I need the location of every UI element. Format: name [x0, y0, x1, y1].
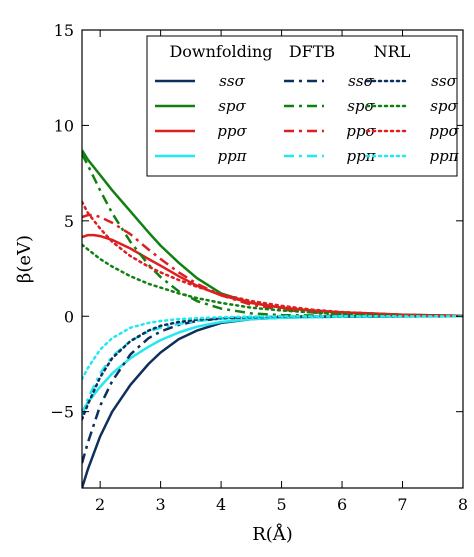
x-axis-label: R(Å): [252, 523, 293, 545]
x-tick-label: 7: [397, 495, 407, 514]
axis-ticks: 2 3 4 5 6 7 8 −5 0 5 10 15: [50, 21, 468, 514]
y-axis-label: β(eV): [14, 235, 35, 283]
legend-entry-label: ppπ: [429, 147, 459, 165]
series-line-dftb-6: [82, 213, 463, 318]
legend-entry-label: ssσ: [348, 72, 374, 90]
x-tick-label: 8: [458, 495, 468, 514]
series-line-nrl-8: [82, 315, 463, 421]
series-line-downfolding-2: [82, 233, 463, 318]
y-tick-label: 5: [64, 212, 74, 231]
legend-entry-label: ppσ: [217, 122, 247, 140]
x-tick-label: 6: [337, 495, 347, 514]
series-line-nrl-10: [82, 200, 463, 318]
series-line-dftb-4: [82, 315, 463, 464]
legend-entry-label: ssσ: [219, 72, 245, 90]
plot-frame: [81, 29, 464, 489]
y-tick-label: 15: [54, 21, 74, 40]
legend-entry-label: ssσ: [431, 72, 457, 90]
legend-group-title: NRL: [374, 42, 411, 61]
series-line-nrl-11: [82, 315, 463, 381]
legend-group-title: Downfolding: [169, 42, 272, 61]
legend-entry-label: ppσ: [429, 122, 459, 140]
series-line-dftb-7: [82, 315, 463, 416]
legend-entry-label: spσ: [430, 97, 458, 115]
y-tick-label: −5: [50, 403, 74, 422]
x-tick-label: 5: [276, 495, 286, 514]
x-tick-label: 3: [156, 495, 166, 514]
legend-entry-label: spσ: [218, 97, 246, 115]
legend: Downfolding DFTB NRLssσspσppσppπssσspσppσp…: [146, 35, 460, 177]
legend-entry-label: spσ: [347, 97, 375, 115]
legend-entry-label: ppσ: [346, 122, 376, 140]
legend-entry-label: ppπ: [346, 147, 376, 165]
y-tick-label: 10: [54, 116, 74, 135]
legend-group-title: DFTB: [289, 42, 335, 61]
y-tick-label: 0: [64, 307, 74, 326]
series-line-dftb-5: [82, 153, 463, 318]
series-line-nrl-9: [82, 243, 463, 318]
x-tick-label: 4: [216, 495, 226, 514]
series-line-downfolding-0: [82, 315, 463, 488]
legend-entry-label: ppπ: [217, 147, 247, 165]
plot-lines: [82, 149, 463, 488]
x-tick-label: 2: [95, 495, 105, 514]
series-line-downfolding-3: [82, 315, 463, 413]
